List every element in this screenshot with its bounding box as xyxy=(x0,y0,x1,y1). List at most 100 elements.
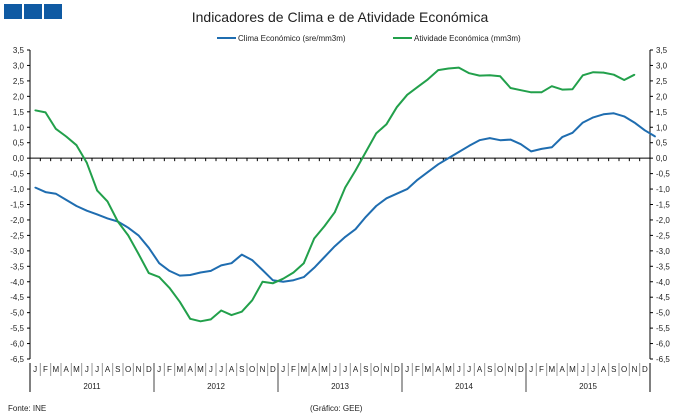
data-point-clima xyxy=(592,116,594,119)
data-point-atividade xyxy=(385,123,388,125)
y-tick-label-left: -3,5 xyxy=(10,262,24,271)
month-label: A xyxy=(187,365,193,374)
data-point-atividade xyxy=(55,127,57,130)
month-label: M xyxy=(300,365,307,374)
data-point-atividade xyxy=(230,314,233,316)
data-point-atividade xyxy=(148,272,150,274)
data-point-atividade xyxy=(551,85,553,87)
data-point-atividade xyxy=(602,71,605,74)
data-point-clima xyxy=(406,188,408,190)
data-point-clima xyxy=(602,113,605,116)
y-tick-label-left: -4,5 xyxy=(10,293,24,302)
month-label: N xyxy=(260,365,266,374)
month-label: A xyxy=(229,365,235,374)
data-point-atividade xyxy=(44,111,47,114)
data-point-atividade xyxy=(334,211,336,214)
y-tick-label-left: 2,0 xyxy=(13,92,25,101)
month-label: J xyxy=(209,365,213,374)
month-label: F xyxy=(415,365,420,374)
month-label: S xyxy=(115,365,120,374)
month-label: O xyxy=(125,365,131,374)
data-point-clima xyxy=(65,199,67,201)
data-point-clima xyxy=(613,112,615,115)
month-label: N xyxy=(136,365,142,374)
month-label: J xyxy=(95,365,99,374)
data-point-atividade xyxy=(220,309,222,312)
y-tick-label-right: 2,5 xyxy=(656,77,668,86)
month-label: F xyxy=(43,365,48,374)
year-label: 2012 xyxy=(207,382,225,391)
data-point-clima xyxy=(458,151,460,153)
data-point-clima xyxy=(499,139,501,142)
data-point-atividade xyxy=(416,86,419,88)
source-note: Fonte: INE xyxy=(8,404,46,413)
month-label: F xyxy=(167,365,172,374)
data-point-clima xyxy=(582,121,584,124)
y-tick-label-left: -2,5 xyxy=(10,231,24,240)
data-point-atividade xyxy=(75,144,78,146)
month-label: O xyxy=(497,365,503,374)
y-tick-label-left: -0,5 xyxy=(10,170,24,179)
y-tick-label-right: 0,0 xyxy=(656,154,668,163)
data-point-atividade xyxy=(375,132,377,135)
data-point-clima xyxy=(55,192,57,195)
month-label: A xyxy=(601,365,607,374)
data-point-atividade xyxy=(158,276,160,278)
month-label: J xyxy=(33,365,37,374)
y-tick-label-right: -5,5 xyxy=(656,324,670,333)
month-label: S xyxy=(487,365,492,374)
y-tick-label-right: -1,0 xyxy=(656,185,670,194)
data-point-atividade xyxy=(96,189,98,192)
logo-block-icon xyxy=(4,4,22,19)
data-point-atividade xyxy=(199,320,202,323)
month-label: A xyxy=(435,365,441,374)
month-label: N xyxy=(508,365,514,374)
data-point-atividade xyxy=(458,66,460,69)
data-point-clima xyxy=(530,150,532,153)
month-label: M xyxy=(548,365,555,374)
legend-label-clima: Clima Económico (sre/mm3m) xyxy=(238,34,346,43)
data-point-clima xyxy=(334,245,336,248)
data-point-clima xyxy=(551,146,553,149)
month-label: O xyxy=(621,365,627,374)
data-point-atividade xyxy=(613,73,615,76)
data-point-atividade xyxy=(344,186,346,189)
data-point-clima xyxy=(313,267,315,269)
y-tick-label-left: 3,5 xyxy=(13,46,25,55)
year-label: 2013 xyxy=(331,382,349,391)
y-tick-label-right: -3,5 xyxy=(656,262,670,271)
y-tick-label-right: 0,5 xyxy=(656,139,668,148)
month-label: J xyxy=(457,365,461,374)
y-tick-label-left: -6,5 xyxy=(10,355,24,364)
y-tick-label-right: -3,0 xyxy=(656,247,670,256)
data-point-clima xyxy=(396,192,398,195)
data-point-clima xyxy=(416,178,419,181)
month-label: D xyxy=(642,365,648,374)
data-point-clima xyxy=(468,144,470,147)
y-tick-label-left: -1,0 xyxy=(10,185,24,194)
series-line-atividade xyxy=(35,66,635,323)
y-tick-label-right: -2,0 xyxy=(656,216,670,225)
data-point-clima xyxy=(489,137,491,139)
month-label: M xyxy=(73,365,80,374)
month-label: J xyxy=(591,365,595,374)
month-label: J xyxy=(281,365,285,374)
y-tick-label-left: 1,0 xyxy=(13,123,25,132)
y-tick-label-right: -6,0 xyxy=(656,340,670,349)
data-point-clima xyxy=(44,191,47,193)
data-point-atividade xyxy=(210,318,212,321)
data-point-atividade xyxy=(530,91,532,94)
data-point-clima xyxy=(106,217,109,220)
month-label: J xyxy=(581,365,585,374)
y-tick-label-left: 0,5 xyxy=(13,139,25,148)
data-point-clima xyxy=(96,213,98,216)
credit-note: (Gráfico: GEE) xyxy=(310,404,363,413)
data-point-clima xyxy=(520,143,522,146)
month-label: J xyxy=(157,365,161,374)
data-point-atividade xyxy=(396,106,398,108)
data-point-clima xyxy=(272,279,274,282)
y-tick-label-right: 3,0 xyxy=(656,61,668,70)
y-tick-label-right: 3,5 xyxy=(656,46,668,55)
data-point-atividade xyxy=(117,220,119,223)
